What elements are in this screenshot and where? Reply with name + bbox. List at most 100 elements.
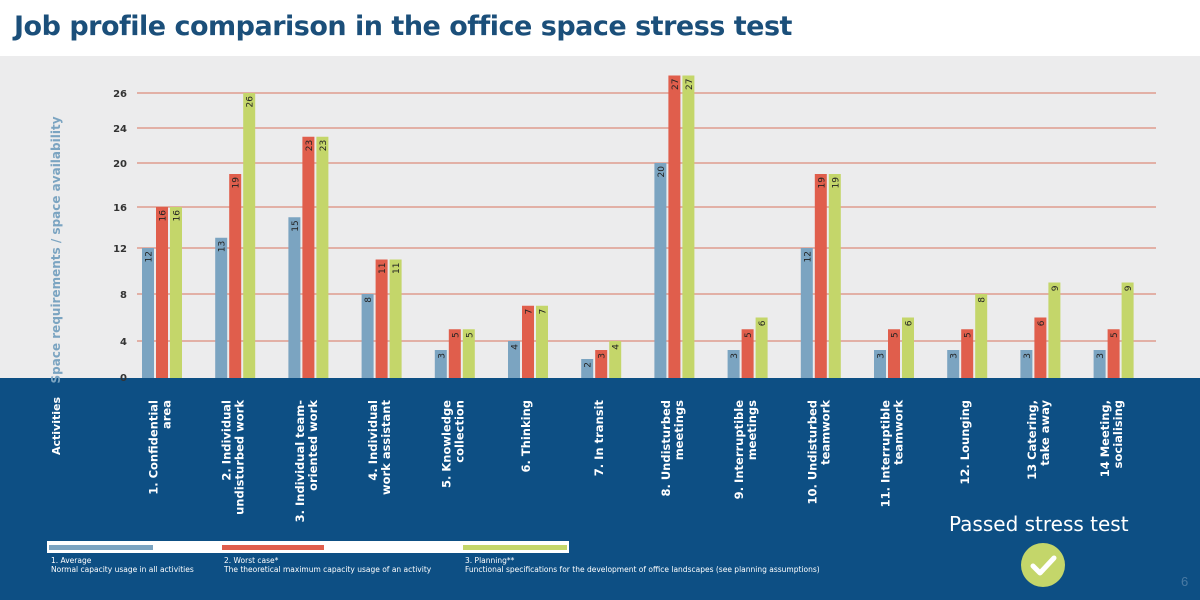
bar-average <box>654 163 667 378</box>
legend-average-desc: Normal capacity usage in all activities <box>51 565 194 574</box>
category-label-line: work assistant <box>379 400 393 496</box>
y-tick-label: 16 <box>113 203 127 214</box>
category-label-line: teamwork <box>892 400 906 465</box>
bar-value-label: 9 <box>1124 285 1134 291</box>
legend-average: 1. Average Normal capacity usage in all … <box>51 556 194 574</box>
page-number: 6 <box>1181 574 1189 589</box>
category-label-line: socialising <box>1111 400 1125 468</box>
category-label-line: 5. Knowledge <box>439 400 453 488</box>
y-tick-label: 0 <box>120 373 127 384</box>
category-label-line: 6. Thinking <box>519 400 533 473</box>
y-axis-ticks: 0 4 8 12 16 20 24 26 <box>113 89 127 384</box>
category-label: 11. Interruptible teamwork <box>879 400 906 508</box>
bar-value-label: 23 <box>305 140 315 151</box>
stress-test-label: Passed stress test <box>949 512 1129 536</box>
bar-worst-case <box>668 75 681 378</box>
category-label: 4. Individual work assistant <box>366 400 393 496</box>
bar-worst-case <box>448 329 461 378</box>
category-label: 13 Catering, take away <box>1025 399 1052 479</box>
category-label: 12. Lounging <box>958 400 972 485</box>
bar-planning <box>755 317 768 378</box>
category-label-line: 2. Individual <box>220 400 234 481</box>
bar-average <box>1093 350 1106 378</box>
bar-value-label: 3 <box>437 353 447 359</box>
chart-area <box>0 56 1200 378</box>
bar-value-label: 3 <box>1023 353 1033 359</box>
legend-swatch-worst-case <box>222 545 324 550</box>
category-label: 5. Knowledge collection <box>439 400 466 488</box>
bar-worst-case <box>522 305 534 378</box>
bar-value-label: 5 <box>465 332 475 338</box>
legend-planning-title: 3. Planning** <box>465 556 515 565</box>
bar-average <box>947 350 960 378</box>
category-label-line: take away <box>1038 399 1052 465</box>
bar-value-label: 3 <box>877 353 887 359</box>
bar-planning <box>536 305 548 378</box>
bar-value-label: 11 <box>392 263 402 274</box>
bar-average <box>142 248 154 378</box>
bar-average <box>727 350 740 378</box>
bar-value-label: 7 <box>525 309 535 315</box>
y-tick-label: 12 <box>113 244 127 255</box>
bar-value-label: 4 <box>511 344 521 350</box>
category-label-line: 12. Lounging <box>958 400 972 485</box>
bar-value-label: 19 <box>831 177 841 189</box>
title-bar: Job profile comparison in the office spa… <box>0 0 1200 56</box>
bar-planning <box>462 329 475 378</box>
bottom-panel <box>0 378 1200 600</box>
category-label: 14 Meeting, socialising <box>1098 400 1125 477</box>
bar-value-label: 5 <box>744 332 754 338</box>
bar-value-label: 8 <box>978 297 988 303</box>
bar-worst-case <box>229 174 242 378</box>
legend-planning-desc: Functional specifications for the develo… <box>465 565 820 574</box>
bar-planning <box>828 174 841 378</box>
bar-average <box>1020 350 1033 378</box>
bar-value-label: 19 <box>232 177 242 189</box>
category-label-line: 9. Interruptible <box>732 400 746 500</box>
bar-average <box>215 237 228 378</box>
bar-value-label: 27 <box>671 79 681 90</box>
bar-value-label: 11 <box>378 263 388 274</box>
category-label: 8. Undisturbed meetings <box>659 400 686 497</box>
bar-planning <box>609 341 622 378</box>
y-tick-label: 8 <box>120 290 127 301</box>
bar-value-label: 5 <box>891 332 901 338</box>
bar-average <box>361 294 374 378</box>
bar-planning <box>975 294 988 378</box>
category-label-line: collection <box>452 400 466 463</box>
x-axis-label: Activities <box>50 397 63 455</box>
bar-average <box>874 350 886 378</box>
category-label: 1. Confidential area <box>147 400 174 495</box>
bar-value-label: 12 <box>145 251 155 262</box>
legend-worst-case-title: 2. Worst case* <box>224 556 279 565</box>
legend-swatch-average <box>49 545 153 550</box>
category-label: 3. Individual team-oriented work <box>293 400 320 523</box>
y-tick-label: 4 <box>120 337 127 348</box>
bar-worst-case <box>595 350 608 378</box>
bar-planning <box>902 317 914 378</box>
bar-planning <box>243 93 256 378</box>
legend-swatch-planning <box>463 545 567 550</box>
bar-worst-case <box>888 329 900 378</box>
category-label-line: 8. Undisturbed <box>659 400 673 497</box>
bar-worst-case <box>156 207 168 378</box>
bar-value-label: 23 <box>319 140 329 151</box>
bar-value-label: 5 <box>964 332 974 338</box>
category-label-line: meetings <box>745 400 759 460</box>
category-label-line: 3. Individual team- <box>293 400 307 523</box>
bar-value-label: 5 <box>451 332 461 338</box>
bar-average <box>581 359 594 378</box>
bar-value-label: 3 <box>730 353 740 359</box>
x-axis-categories: 1. Confidential area 2. Individual undistur… <box>147 399 1126 522</box>
category-label-line: teamwork <box>818 400 832 465</box>
category-label-line: undisturbed work <box>233 400 247 515</box>
category-label-line: 1. Confidential <box>147 400 161 495</box>
category-label: 7. In transit <box>592 400 606 477</box>
category-label-line: 13 Catering, <box>1025 400 1039 480</box>
category-label-line: area <box>160 400 174 429</box>
bar-average <box>288 217 301 378</box>
bar-value-label: 3 <box>950 353 960 359</box>
bar-value-label: 3 <box>1096 353 1106 359</box>
checkmark-icon <box>1030 555 1057 576</box>
